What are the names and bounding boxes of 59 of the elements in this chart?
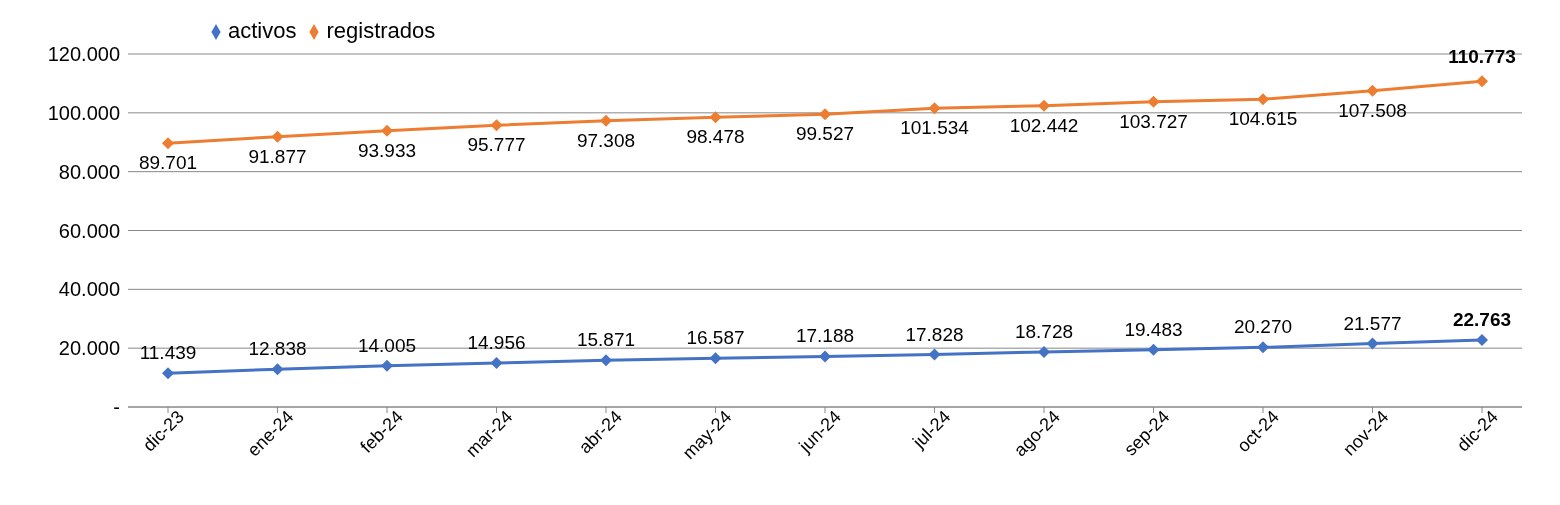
data-label: 20.270 [1233, 316, 1293, 338]
legend-label: activos [228, 18, 297, 43]
point [1366, 84, 1379, 97]
data-label: 91.877 [248, 145, 307, 167]
data-label: 89.701 [138, 152, 198, 174]
point [1476, 75, 1488, 88]
point [819, 350, 831, 363]
point [381, 124, 393, 137]
y-tick-label: 100.000 [47, 101, 120, 124]
point [1257, 341, 1269, 354]
legend-label: registrados [326, 18, 436, 43]
data-label: 12.838 [248, 338, 307, 360]
data-label: 22.763 [1452, 309, 1512, 331]
y-tick-label: - [113, 396, 120, 419]
data-label: 16.587 [686, 327, 745, 349]
point [928, 348, 941, 361]
data-label: 107.508 [1338, 99, 1407, 121]
data-label: 14.956 [467, 332, 526, 353]
point [1366, 337, 1379, 350]
point [1038, 345, 1050, 358]
data-label: 97.308 [576, 129, 636, 151]
point [928, 102, 941, 115]
y-tick-label: 120.000 [47, 43, 120, 66]
data-label: 21.577 [1343, 312, 1402, 334]
point [490, 119, 503, 132]
y-tick-label: 60.000 [58, 219, 120, 242]
data-label: 17.828 [905, 323, 964, 345]
data-label: 17.188 [795, 325, 855, 347]
data-label: 99.527 [795, 123, 855, 145]
point [271, 130, 284, 143]
data-label: 102.442 [1009, 114, 1079, 136]
data-label: 18.728 [1014, 320, 1074, 342]
point [162, 137, 174, 150]
point [162, 367, 174, 380]
point [1147, 95, 1160, 108]
point [600, 114, 612, 127]
data-label: 103.727 [1119, 110, 1188, 132]
point [1038, 99, 1050, 112]
data-label: 95.777 [467, 134, 526, 156]
point [709, 352, 722, 365]
data-label: 101.534 [900, 117, 970, 139]
data-label: 104.615 [1228, 108, 1298, 130]
point [600, 354, 612, 367]
data-label: 19.483 [1124, 318, 1183, 340]
data-label: 93.933 [357, 139, 417, 161]
data-label: 110.773 [1448, 46, 1516, 68]
data-label: 15.871 [576, 329, 636, 351]
y-tick-label: 20.000 [58, 337, 120, 360]
data-label: 98.478 [686, 126, 745, 148]
point [1257, 93, 1269, 106]
y-tick-label: 40.000 [58, 278, 120, 301]
point [709, 111, 722, 124]
point [381, 359, 393, 372]
data-label: 11.439 [139, 342, 197, 364]
point [1476, 334, 1488, 347]
point [490, 357, 503, 369]
data-label: 14.005 [357, 334, 417, 356]
y-tick-label: 80.000 [58, 160, 120, 183]
point [819, 108, 831, 121]
